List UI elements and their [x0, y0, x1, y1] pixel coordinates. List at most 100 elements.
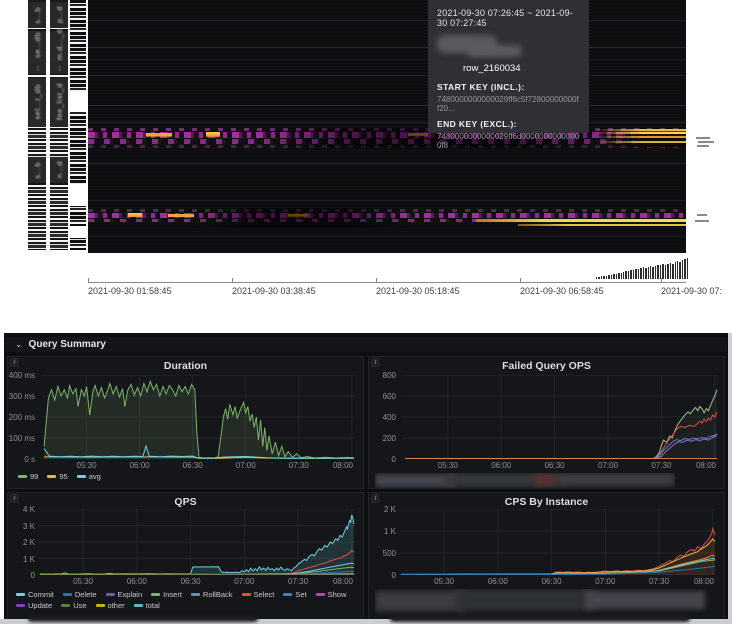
histogram-bar — [603, 276, 604, 279]
axis-tick — [520, 278, 521, 282]
legend-item-Update[interactable]: Update — [16, 601, 52, 610]
keyviz-time-axis: 2021-09-30 01:58:452021-09-30 03:38:4520… — [88, 282, 686, 283]
panel-failed-query-ops: i Failed Query OPS 0200400600800 05:3006… — [368, 356, 725, 489]
legend-label: 95 — [59, 472, 67, 481]
legend-item-Insert[interactable]: Insert — [151, 590, 182, 599]
x-tick-label: 08:00 — [696, 461, 716, 470]
legend-label: Show — [328, 590, 347, 599]
legend-item-Delete[interactable]: Delete — [63, 590, 97, 599]
keyviz-db-label-text: s...b — [33, 7, 42, 24]
histogram-bar — [645, 268, 646, 279]
histogram-bar — [652, 267, 653, 279]
keyviz-heatmap[interactable] — [88, 0, 686, 253]
keyviz-region-barcode — [70, 0, 86, 250]
x-tick-label: 06:00 — [488, 577, 508, 586]
histogram-bar — [643, 267, 644, 279]
y-axis-labels: 0 s100 ms200 ms300 ms400 ms — [8, 375, 38, 459]
legend-item-total[interactable]: total — [134, 601, 160, 610]
x-tick-label: 08:00 — [333, 577, 353, 586]
chart-cps-by-instance[interactable] — [399, 509, 716, 575]
heatmap-dim-overlay — [88, 208, 447, 228]
tooltip-end-key-value: 7480000000000029ff6d00000000000000f8 — [437, 132, 580, 150]
collapse-chevron-icon[interactable]: ⌄ — [15, 340, 23, 349]
legend-label: total — [146, 601, 160, 610]
legend-item-Commit[interactable]: Commit — [16, 590, 54, 599]
histogram-bar — [633, 270, 634, 279]
heatmap-streak — [88, 47, 686, 48]
legend: 99 95 avg — [18, 472, 358, 481]
chart-qps[interactable] — [38, 509, 355, 575]
histogram-bar — [616, 274, 617, 279]
y-tick-label: 100 ms — [9, 434, 35, 443]
legend-swatch — [63, 593, 72, 596]
keyviz-label-column-db: s...b se...db -- sel...t_db s...b — [28, 0, 46, 250]
keyviz-annotation-marker — [697, 145, 709, 147]
legend-item-Use[interactable]: Use — [61, 601, 86, 610]
heatmap-hotspot — [596, 129, 686, 147]
y-tick-label: 4 K — [23, 505, 35, 514]
keyviz-label-column-table: p...d m.d..._d -- fee_list_d n...d — [50, 0, 68, 250]
keyviz-table-label: n...d — [50, 157, 68, 183]
panel-title[interactable]: Duration — [8, 360, 363, 372]
y-axis-labels: 01 K2 K3 K4 K — [8, 509, 38, 575]
panel-cps-by-instance: i CPS By Instance 05001 K2 K 05:3006:000… — [368, 492, 725, 620]
x-axis-labels: 05:3006:0006:3007:0007:3008:00 — [403, 461, 718, 472]
legend-item-95[interactable]: 95 — [47, 472, 67, 481]
keyviz-table-label-text: m.d..._d — [55, 29, 64, 60]
x-tick-label: 06:00 — [127, 577, 147, 586]
legend-item-99[interactable]: 99 — [18, 472, 38, 481]
histogram-bar — [630, 270, 631, 279]
heatmap-streak — [88, 105, 686, 106]
x-tick-label: 07:30 — [288, 577, 308, 586]
legend-item-Explain[interactable]: Explain — [106, 590, 143, 599]
heatmap-streak — [88, 20, 686, 21]
scrollbar-track[interactable] — [728, 333, 732, 624]
x-tick-label: 08:00 — [694, 577, 714, 586]
legend-swatch — [191, 593, 200, 596]
panel-title[interactable]: CPS By Instance — [369, 496, 724, 508]
y-tick-label: 300 ms — [9, 392, 35, 401]
heatmap-streak-yellow — [518, 224, 686, 226]
axis-tick — [232, 278, 233, 282]
legend-item-other[interactable]: other — [96, 601, 125, 610]
x-tick-label: 06:30 — [183, 461, 203, 470]
y-tick-label: 800 — [383, 371, 396, 380]
heatmap-streak — [88, 236, 686, 237]
legend-swatch — [18, 475, 27, 478]
x-tick-label: 07:30 — [289, 461, 309, 470]
chart-canvas — [42, 375, 355, 459]
panel-title[interactable]: Failed Query OPS — [369, 360, 724, 372]
legend-item-avg[interactable]: avg — [77, 472, 101, 481]
heatmap-streak — [88, 59, 686, 60]
legend-item-Show[interactable]: Show — [316, 590, 347, 599]
grafana-dashboard: ⌄ Query Summary i Duration 0 s100 ms200 … — [4, 333, 728, 620]
y-tick-label: 200 — [383, 434, 396, 443]
keyviz-table-label: p...d — [50, 2, 68, 28]
panel-title[interactable]: QPS — [8, 496, 363, 508]
legend-item-Set[interactable]: Set — [283, 590, 306, 599]
chart-duration[interactable] — [42, 375, 355, 459]
keyviz-annotation-marker — [695, 220, 709, 222]
chart-failed-query-ops[interactable] — [403, 375, 718, 459]
y-tick-label: 3 K — [23, 522, 35, 531]
row-header-query-summary[interactable]: ⌄ Query Summary — [5, 337, 727, 352]
heatmap-streak — [88, 200, 686, 201]
heatmap-streak — [88, 75, 686, 76]
x-tick-label: 06:00 — [491, 461, 511, 470]
legend-item-RollBack[interactable]: RollBack — [191, 590, 233, 599]
histogram-bar — [648, 267, 649, 279]
legend-item-Select[interactable]: Select — [242, 590, 275, 599]
legend-label: Use — [73, 601, 86, 610]
legend-label: Update — [28, 601, 52, 610]
y-axis-labels: 05001 K2 K — [369, 509, 399, 575]
heatmap-streak — [88, 122, 686, 123]
legend-swatch — [316, 593, 325, 596]
x-tick-label: 07:00 — [236, 461, 256, 470]
x-tick-label: 07:30 — [649, 577, 669, 586]
axis-tick — [88, 278, 89, 282]
legend-label: Set — [295, 590, 306, 599]
panel-duration: i Duration 0 s100 ms200 ms300 ms400 ms 0… — [7, 356, 364, 489]
histogram-bar — [606, 276, 607, 279]
barcode-gap — [70, 184, 86, 206]
histogram-bar — [640, 268, 641, 279]
